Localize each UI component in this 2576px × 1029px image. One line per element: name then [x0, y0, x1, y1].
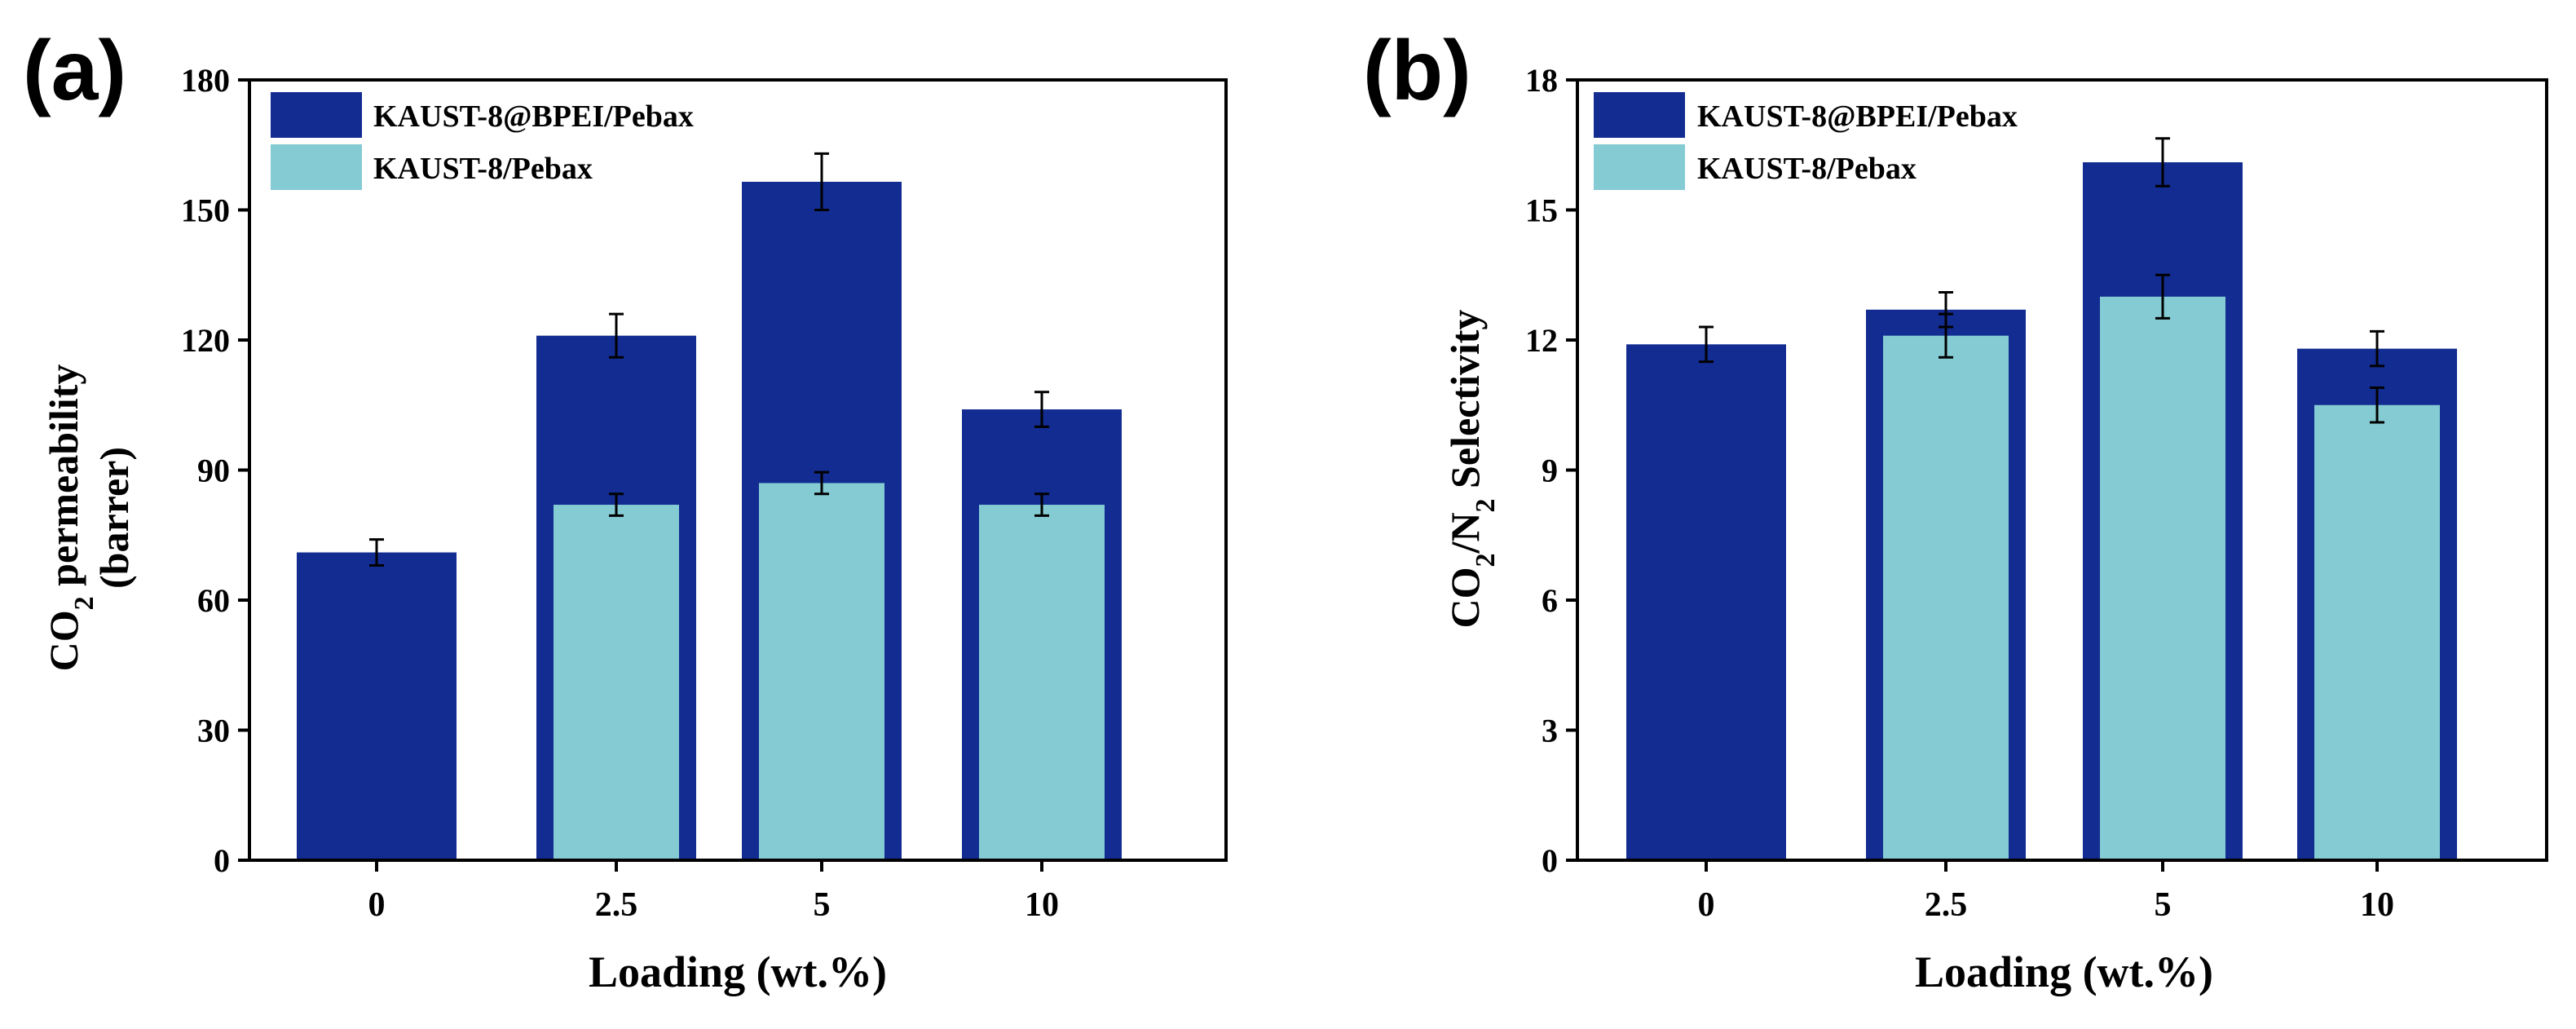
panel-b-ytick-label-3: 9: [1542, 453, 1558, 489]
panel-a-bar-light-1: [554, 505, 679, 860]
panel-a-xtick-label-0: 0: [368, 886, 386, 924]
panel-b-xtick-label-1: 2.5: [1925, 886, 1968, 924]
panel-b-bar-light-3: [2314, 404, 2440, 860]
panel-a-ytick-label-3: 90: [197, 453, 230, 489]
panel-a-legend-swatch-dark: [271, 92, 362, 138]
panel-b-ytick-label-4: 12: [1525, 322, 1558, 359]
panel-b-label: (b): [1363, 24, 1471, 118]
panel-a-errorbar-light-3: [1034, 492, 1049, 517]
panel-a-bar-light-2: [759, 483, 884, 860]
panel-a-ytick-label-1: 30: [197, 713, 230, 749]
panel-b-legend-swatch-light: [1594, 144, 1685, 190]
panel-a-legend-label-light: KAUST-8/Pebax: [373, 152, 593, 186]
panel-b: (b) CO2/N2 Selectivity 0 3 6 9 12 15 18 0 2.5 5 10…: [1363, 24, 2548, 996]
panel-b-errorbar-dark-0: [1699, 325, 1714, 364]
panel-a-ytick-label-6: 180: [181, 62, 230, 99]
panel-a-ytick-label-0: 0: [214, 842, 230, 879]
panel-b-legend: KAUST-8@BPEI/Pebax KAUST-8/Pebax: [1594, 92, 2018, 190]
panel-b-legend-label-dark: KAUST-8@BPEI/Pebax: [1697, 99, 2018, 134]
panel-a-label: (a): [23, 24, 126, 118]
panel-a-xlabel: Loading (wt.%): [589, 947, 887, 996]
panel-a-errorbar-dark-3: [1034, 391, 1049, 428]
panel-a-ytick-label-4: 120: [181, 322, 230, 359]
panel-b-plot-area: 0 3 6 9 12 15 18 0 2.5 5 10: [1525, 62, 2548, 924]
panel-a-xtick-label-3: 10: [1025, 886, 1059, 924]
panel-b-errorbar-dark-3: [2370, 329, 2384, 368]
panel-a-legend-label-dark: KAUST-8@BPEI/Pebax: [373, 99, 694, 134]
panel-b-legend-label-light: KAUST-8/Pebax: [1697, 152, 1917, 186]
panel-a-bar-dark-0: [297, 552, 457, 860]
panel-b-errorbar-light-3: [2370, 386, 2384, 424]
panel-b-bar-light-2: [2100, 296, 2225, 860]
panel-b-bar-dark-0: [1626, 344, 1786, 861]
panel-a-ytick-label-2: 60: [197, 582, 230, 619]
panel-a-errorbar-light-2: [814, 470, 829, 496]
panel-a-errorbar-dark-1: [609, 312, 624, 359]
panel-b-xtick-label-3: 10: [2360, 886, 2394, 924]
panel-a-bar-light-3: [979, 505, 1105, 860]
panel-a-ylabel-line2: (barrer): [91, 447, 137, 589]
panel-b-ytick-label-5: 15: [1525, 192, 1558, 229]
panel-b-ytick-label-1: 3: [1542, 713, 1558, 749]
panel-b-ytick-label-2: 6: [1542, 582, 1558, 619]
panel-b-errorbar-light-1: [1939, 312, 1953, 359]
panel-b-xtick-label-0: 0: [1698, 886, 1715, 924]
panel-a-legend-swatch-light: [271, 144, 362, 190]
panel-a-errorbar-light-1: [609, 492, 624, 517]
panel-b-ytick-label-0: 0: [1542, 842, 1558, 879]
panel-a: (a) CO2 permeability (barrer) 0 30 60 90 120…: [23, 24, 1228, 996]
panel-b-errorbar-light-2: [2155, 273, 2170, 320]
panel-b-xtick-label-2: 5: [2155, 886, 2172, 924]
panel-a-legend: KAUST-8@BPEI/Pebax KAUST-8/Pebax: [271, 92, 694, 190]
panel-b-errorbar-dark-2: [2155, 137, 2170, 188]
panel-a-ylabel-line1: CO2 permeability: [41, 364, 99, 672]
panel-b-ytick-label-6: 18: [1525, 62, 1558, 99]
panel-a-plot-area: 0 30 60 90 120 150 180 0 2.5 5 10: [181, 62, 1228, 924]
panel-b-legend-swatch-dark: [1594, 92, 1685, 138]
panel-a-errorbar-dark-2: [814, 152, 829, 211]
panel-b-ylabel: CO2/N2 Selectivity: [1442, 310, 1501, 629]
panel-a-errorbar-dark-0: [369, 538, 384, 567]
panel-a-xtick-label-2: 5: [814, 886, 831, 924]
panel-b-xlabel: Loading (wt.%): [1915, 947, 2213, 996]
panel-a-xtick-label-1: 2.5: [595, 886, 638, 924]
panel-b-bar-light-1: [1883, 335, 2009, 860]
panel-a-ytick-label-5: 150: [181, 192, 230, 229]
